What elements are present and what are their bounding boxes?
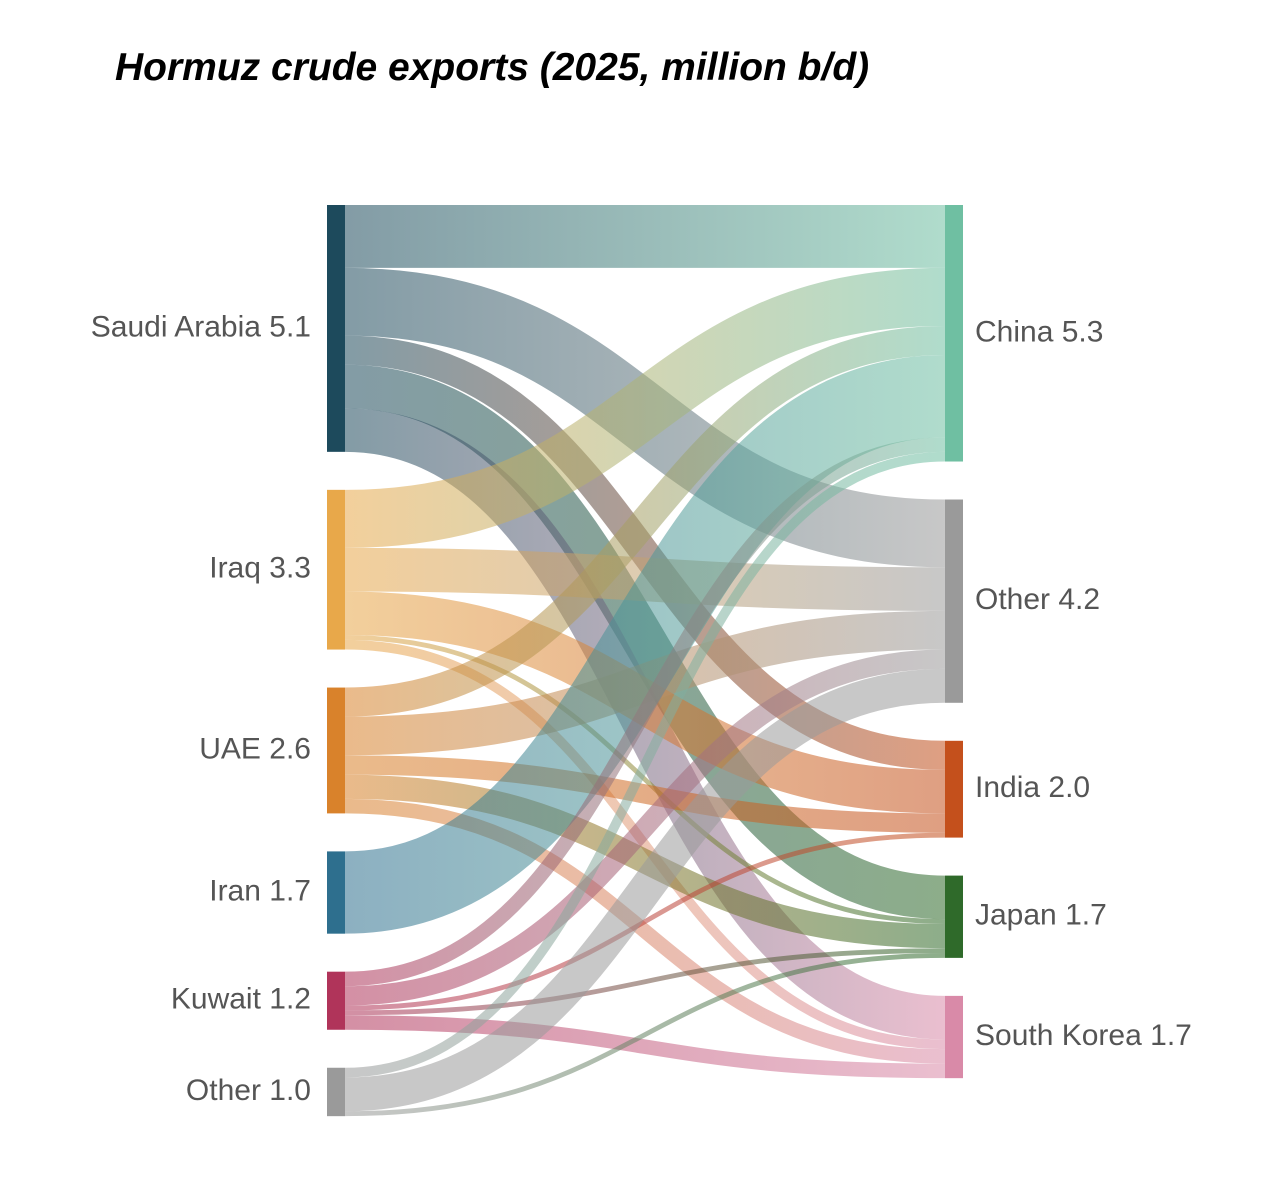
source-node [327,687,345,814]
node-label: Japan 1.7 [975,899,1107,932]
node-name: Other [975,583,1050,616]
node-value: 1.7 [1150,1019,1192,1052]
node-value: 1.0 [269,1074,311,1107]
flow-link [344,649,946,1006]
flow-link [344,267,946,548]
flow-link [344,948,946,1016]
target-node [945,875,963,958]
node-label: Saudi Arabia 5.1 [91,310,311,343]
flow-link [344,451,946,1078]
node-label: China 5.3 [975,315,1103,348]
node-value: 2.0 [1048,771,1090,804]
flow-link [344,635,946,924]
node-name: Saudi Arabia [91,310,261,343]
flow-link [344,953,946,1117]
node-value: 3.3 [269,552,311,585]
node-name: China [975,315,1054,348]
flow-link [344,832,946,1011]
chart-title: Hormuz crude exports (2025, million b/d) [115,46,869,89]
node-name: UAE [199,732,261,765]
node-value: 2.6 [269,732,311,765]
flow-link [344,1015,946,1079]
node-name: Japan [975,899,1057,932]
target-node [945,995,963,1079]
node-value: 5.3 [1062,315,1104,348]
node-label: Other 1.0 [186,1074,311,1107]
node-label: Kuwait 1.2 [171,983,311,1016]
node-label: Other 4.2 [975,583,1100,616]
node-value: 5.1 [269,310,311,343]
flow-link [344,774,946,949]
flow-link [344,755,946,833]
source-node [327,971,345,1030]
node-label: Iran 1.7 [209,874,311,907]
target-node [945,740,963,838]
target-node [945,205,963,462]
flow-link [344,668,946,1112]
node-name: Other [186,1074,261,1107]
node-name: Iran [209,874,261,907]
node-name: Iraq [209,552,261,585]
nodes: Saudi Arabia 5.1 Iraq 3.3 UAE 2.6 Iran 1.7 K… [91,205,1192,1117]
flow-link [344,326,946,717]
node-value: 1.7 [269,874,311,907]
source-node [327,1067,345,1117]
flow-link [344,335,946,770]
node-value: 4.2 [1058,583,1100,616]
node-label: UAE 2.6 [199,732,311,765]
node-name: South Korea [975,1019,1142,1052]
node-label: South Korea 1.7 [975,1019,1192,1052]
source-node [327,851,345,934]
node-value: 1.2 [269,983,311,1016]
flow-link [344,437,946,987]
node-label: India 2.0 [975,771,1090,804]
source-node [327,205,345,452]
links [343,204,947,1117]
node-value: 1.7 [1065,899,1107,932]
target-node [945,499,963,703]
flow-link [343,355,947,934]
node-name: India [975,771,1040,804]
node-name: Kuwait [171,983,262,1016]
node-label: Iraq 3.3 [209,552,311,585]
source-node [327,489,345,650]
